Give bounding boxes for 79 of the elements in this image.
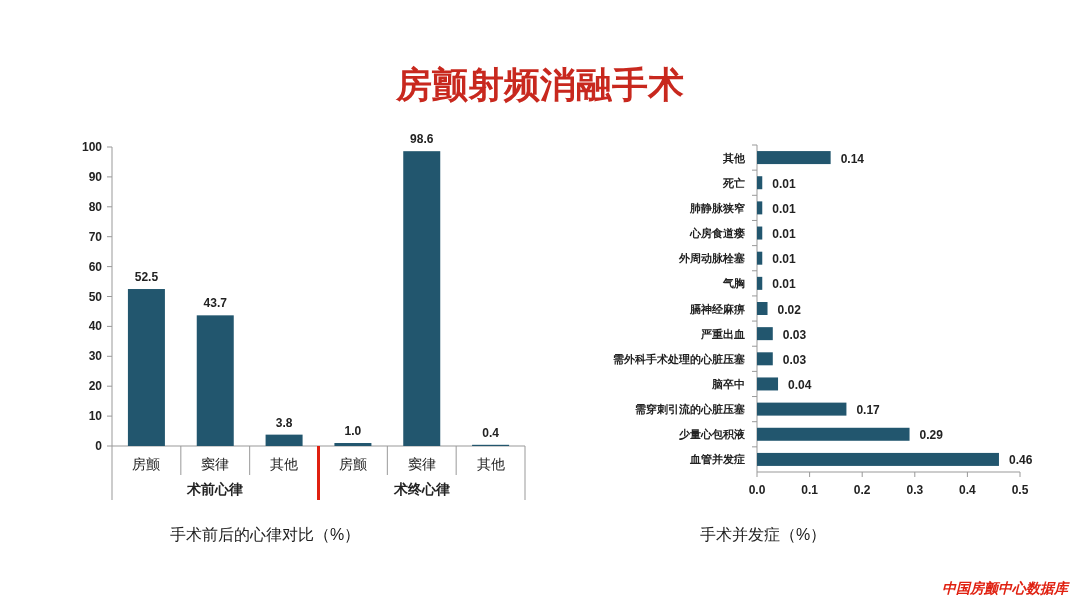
x-tick-label: 0.3 <box>906 483 924 497</box>
bar <box>757 302 768 315</box>
bar <box>757 201 763 215</box>
x-tick-label: 窦律 <box>407 456 436 472</box>
bar <box>757 377 779 391</box>
bar <box>757 402 847 416</box>
data-label: 98.6 <box>410 132 434 147</box>
y-tick-label: 严重出血 <box>700 327 745 340</box>
x-tick-label: 0.2 <box>853 483 871 497</box>
bar <box>757 327 773 341</box>
x-tick-label: 其他 <box>476 456 505 472</box>
y-tick-label: 100 <box>81 140 103 154</box>
bar <box>757 176 763 190</box>
x-tick-label: 0.4 <box>959 483 977 497</box>
x-axis-title: 手术并发症（%） <box>699 526 827 543</box>
y-tick-label: 死亡 <box>722 176 745 189</box>
data-label: 0.04 <box>788 377 812 392</box>
y-tick-label: 血管并发症 <box>689 453 745 466</box>
y-tick-label: 其他 <box>722 151 746 165</box>
y-tick-label: 少量心包积液 <box>678 428 746 441</box>
bar <box>757 276 763 290</box>
data-label: 0.4 <box>482 425 500 440</box>
x-tick-label: 0.5 <box>1011 483 1029 497</box>
x-tick-label: 房颤 <box>132 456 161 472</box>
data-label: 0.14 <box>840 151 865 166</box>
bar <box>334 443 372 446</box>
x-tick-label: 0.1 <box>801 483 819 497</box>
x-tick-label: 房颤 <box>338 456 367 472</box>
data-label: 0.01 <box>772 277 796 292</box>
bar <box>757 352 773 366</box>
y-tick-label: 气胸 <box>722 277 745 290</box>
bar <box>757 251 763 265</box>
data-label: 0.01 <box>772 201 796 216</box>
bar <box>757 427 910 441</box>
data-label: 0.02 <box>777 302 802 317</box>
y-tick-label: 10 <box>88 409 103 424</box>
data-label: 0.17 <box>856 403 881 418</box>
data-label: 43.7 <box>203 296 228 311</box>
bar <box>757 226 763 240</box>
data-label: 1.0 <box>344 424 362 439</box>
data-label: 3.8 <box>275 415 293 430</box>
data-label: 0.01 <box>772 176 796 191</box>
y-tick-label: 80 <box>88 199 103 214</box>
bar <box>196 315 234 446</box>
bar <box>265 434 303 446</box>
y-tick-label: 需穿刺引流的心脏压塞 <box>635 403 745 416</box>
bar <box>757 151 831 165</box>
text: 术前心律 <box>186 481 244 497</box>
y-tick-label: 肺静脉狭窄 <box>689 201 745 214</box>
y-tick-label: 30 <box>88 349 103 364</box>
y-tick-label: 20 <box>88 379 103 394</box>
chart-title: 房颤射频消融手术 <box>395 64 684 105</box>
y-tick-label: 50 <box>88 289 103 304</box>
y-tick-label: 90 <box>88 169 103 184</box>
data-label: 0.46 <box>1008 453 1033 468</box>
y-tick-label: 40 <box>88 319 103 334</box>
text: 术终心律 <box>392 481 450 497</box>
bar <box>127 289 165 446</box>
y-tick-label: 脑卒中 <box>711 377 745 390</box>
y-tick-label: 0 <box>95 439 103 453</box>
x-tick-label: 0.0 <box>748 483 766 497</box>
data-label: 52.5 <box>134 270 159 285</box>
y-tick-label: 心房食道瘘 <box>689 227 745 240</box>
data-label: 0.01 <box>772 227 796 242</box>
data-label: 0.03 <box>782 327 807 342</box>
y-tick-label: 70 <box>88 229 103 244</box>
bar <box>757 452 999 466</box>
x-tick-label: 其他 <box>270 456 299 472</box>
data-label: 0.03 <box>782 352 807 367</box>
text: 中国房颤中心数据库 <box>942 580 1070 596</box>
x-axis-title: 手术前后的心律对比（%） <box>169 526 361 543</box>
data-label: 0.29 <box>919 428 944 443</box>
y-tick-label: 外周动脉栓塞 <box>678 252 745 265</box>
y-tick-label: 需外科手术处理的心脏压塞 <box>613 352 745 365</box>
x-tick-label: 窦律 <box>201 456 230 472</box>
data-label: 0.01 <box>772 252 796 267</box>
y-tick-label: 膈神经麻痹 <box>689 302 745 315</box>
y-tick-label: 60 <box>88 259 103 274</box>
bar <box>403 151 441 446</box>
